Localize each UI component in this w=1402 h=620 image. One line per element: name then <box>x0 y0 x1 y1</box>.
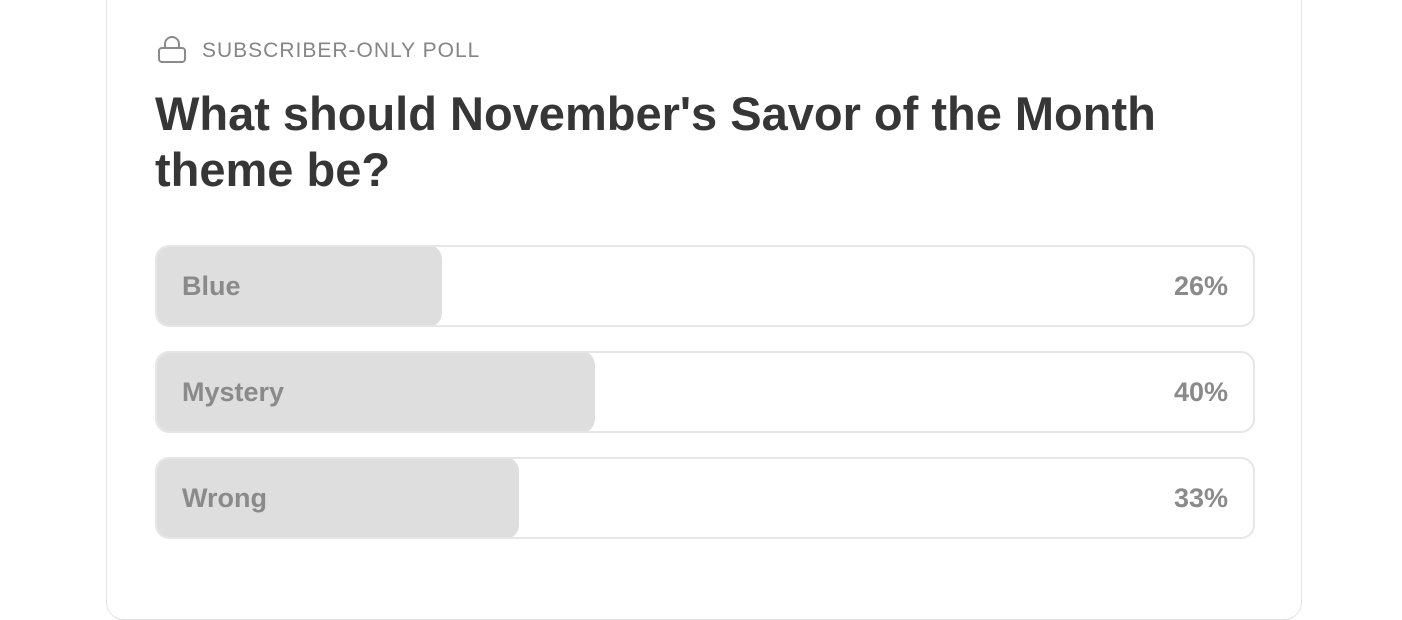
poll-option: Wrong 33% <box>155 457 1255 539</box>
option-percent: 26% <box>1173 271 1228 301</box>
result-bar <box>157 247 442 325</box>
option-label: Blue <box>182 271 241 301</box>
option-label: Mystery <box>182 377 285 407</box>
option-label: Wrong <box>182 483 267 513</box>
poll-kicker: SUBSCRIBER-ONLY POLL <box>202 39 481 62</box>
result-bar <box>157 459 519 537</box>
option-percent: 33% <box>1173 483 1228 513</box>
page: {"poll": {"kicker": "SUBSCRIBER-ONLY POL… <box>106 0 1302 620</box>
option-percent: 40% <box>1173 377 1228 407</box>
lock-icon <box>158 36 186 63</box>
poll-option: Blue 26% <box>155 245 1255 327</box>
result-bar <box>157 353 596 431</box>
poll-option: Mystery 40% <box>155 351 1255 433</box>
poll-question: What should November's Savor of the Mont… <box>155 87 1156 196</box>
